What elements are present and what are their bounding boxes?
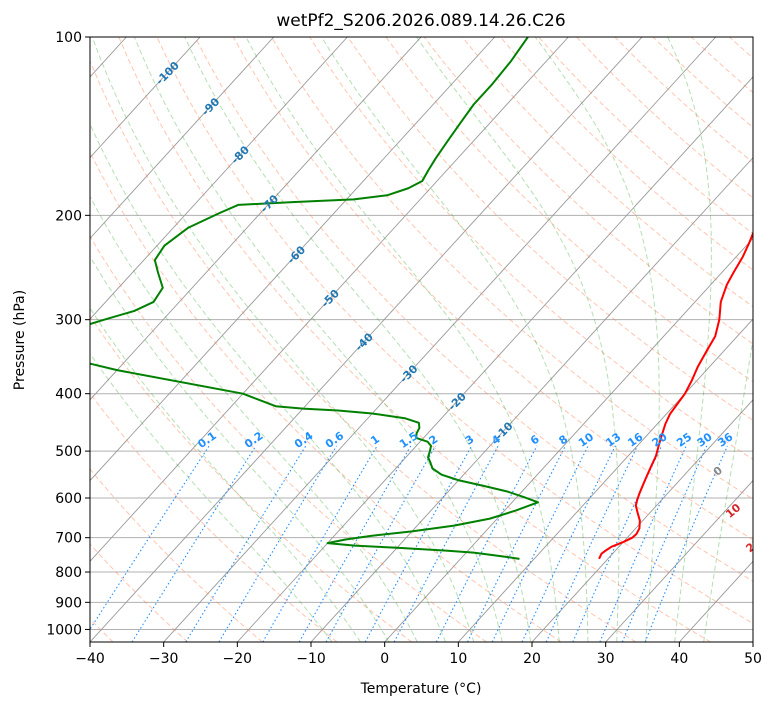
isotherm-gridline bbox=[90, 37, 275, 240]
y-tick-label: 300 bbox=[55, 313, 82, 329]
moist-adiabat-line bbox=[90, 255, 390, 642]
x-tick-label: −10 bbox=[296, 651, 326, 667]
x-tick-label: 40 bbox=[670, 651, 688, 667]
x-tick-label: −30 bbox=[149, 651, 179, 667]
isotherm-gridline bbox=[237, 76, 753, 642]
dry-adiabat-line bbox=[156, 37, 753, 625]
moist-adiabat-line bbox=[90, 122, 447, 642]
mixing-ratio-line bbox=[185, 445, 307, 642]
dry-adiabat-line bbox=[90, 315, 413, 642]
y-tick-label: 500 bbox=[55, 444, 82, 460]
mixing-ratio-line bbox=[491, 445, 589, 642]
dry-adiabat-line bbox=[90, 392, 338, 642]
mixing-ratio-line bbox=[599, 445, 687, 642]
dry-adiabat-line bbox=[118, 37, 711, 642]
dry-adiabat-line bbox=[385, 37, 753, 383]
moist-adiabat-line bbox=[245, 37, 560, 642]
dry-adiabat-line bbox=[271, 37, 753, 500]
y-tick-label: 700 bbox=[55, 531, 82, 547]
isotherm-gridline bbox=[90, 37, 496, 482]
y-tick-label: 1000 bbox=[46, 622, 82, 638]
moist-adiabat-line bbox=[416, 37, 620, 642]
chart-title: wetPf2_S206.2026.089.14.26.C26 bbox=[276, 11, 565, 31]
x-tick-label: 50 bbox=[744, 651, 762, 667]
dry-adiabat-line bbox=[232, 37, 753, 541]
x-tick-label: 20 bbox=[523, 651, 541, 667]
isotherm-gridline bbox=[90, 37, 201, 159]
x-tick-label: 0 bbox=[380, 651, 389, 667]
x-tick-label: −20 bbox=[223, 651, 253, 667]
dry-adiabat-line bbox=[90, 59, 637, 642]
isotherm-gridline bbox=[90, 37, 348, 320]
dry-adiabat-line bbox=[194, 37, 753, 582]
isotherm-gridline bbox=[90, 37, 422, 401]
y-tick-label: 100 bbox=[55, 30, 82, 46]
isotherm-gridline bbox=[458, 318, 753, 642]
moist-adiabat-line bbox=[321, 37, 589, 642]
moist-adiabat-line bbox=[667, 37, 712, 642]
axes-layer: −40 −30 −20 −10 0 10 20 30 40 50 100 200 300 400 500 60… bbox=[46, 30, 762, 667]
mixing-ratio-line bbox=[90, 445, 210, 631]
x-tick-label: 30 bbox=[597, 651, 615, 667]
adiabat-layer bbox=[90, 37, 753, 642]
x-axis-label: Temperature (°C) bbox=[360, 681, 482, 697]
y-tick-label: 900 bbox=[55, 595, 82, 611]
mixing-ratio-line bbox=[435, 445, 538, 642]
y-tick-label: 400 bbox=[55, 387, 82, 403]
profile-layer bbox=[90, 37, 753, 560]
mixing-ratio-line bbox=[325, 445, 436, 642]
isotherm-gridline bbox=[752, 641, 753, 642]
moist-adiabat-line bbox=[534, 37, 660, 642]
temperature-profile bbox=[598, 230, 753, 560]
mixing-ratio-line bbox=[621, 445, 708, 642]
moist-adiabat-line bbox=[90, 307, 361, 642]
x-tick-label: −40 bbox=[75, 651, 105, 667]
isotherm-gridline bbox=[90, 37, 569, 562]
moist-adiabat-line bbox=[91, 37, 475, 642]
y-tick-label: 600 bbox=[55, 491, 82, 507]
isotherm-gridline bbox=[90, 37, 643, 642]
isotherm-gridline bbox=[605, 479, 753, 642]
dry-adiabat-label: 20 bbox=[743, 535, 763, 555]
mixing-ratio-layer bbox=[90, 445, 728, 642]
plot-background bbox=[90, 37, 753, 642]
x-tick-label: 10 bbox=[449, 651, 467, 667]
plot-frame bbox=[89, 36, 754, 643]
dry-adiabat-line bbox=[423, 37, 753, 345]
isotherm-gridline bbox=[163, 37, 717, 642]
moist-adiabat-line bbox=[703, 336, 753, 642]
dry-adiabat-line bbox=[90, 151, 562, 642]
mixing-ratio-line bbox=[262, 445, 378, 642]
mixing-ratio-line bbox=[131, 445, 257, 642]
y-axis-label: Pressure (hPa) bbox=[12, 290, 28, 390]
dewpoint-profile bbox=[90, 37, 539, 560]
isotherm-gridline bbox=[384, 237, 753, 642]
dry-adiabat-line bbox=[309, 37, 753, 460]
y-tick-label: 800 bbox=[55, 565, 82, 581]
y-tick-label: 200 bbox=[55, 208, 82, 224]
moist-adiabat-line bbox=[133, 37, 503, 642]
mixing-ratio-line bbox=[218, 445, 338, 642]
isotherm-gridline bbox=[310, 156, 753, 642]
mixing-ratio-line bbox=[467, 445, 566, 642]
